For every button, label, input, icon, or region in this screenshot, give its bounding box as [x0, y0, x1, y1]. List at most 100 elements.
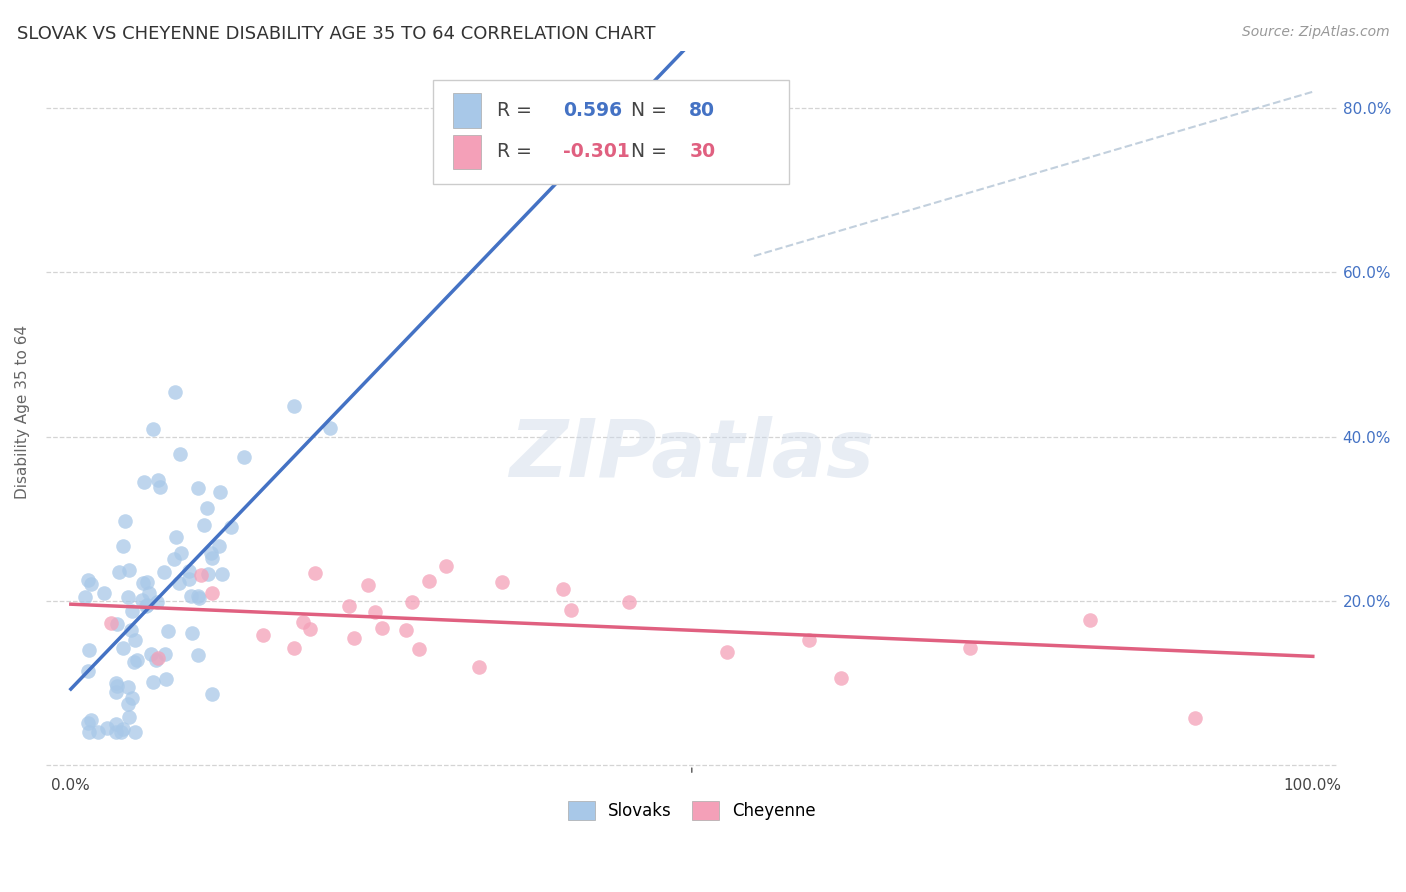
Point	[131, 576, 153, 591]
Point	[193, 517, 215, 532]
Y-axis label: Disability Age 35 to 64: Disability Age 35 to 64	[15, 325, 30, 500]
Point	[304, 566, 326, 580]
Point	[120, 623, 142, 637]
Point	[135, 599, 157, 614]
Text: 0.596: 0.596	[562, 101, 621, 120]
Point	[177, 573, 200, 587]
Point	[201, 585, 224, 599]
Point	[80, 713, 103, 727]
Bar	[453, 94, 481, 128]
Point	[551, 582, 574, 596]
Point	[319, 421, 342, 435]
Point	[830, 671, 852, 685]
Point	[105, 616, 128, 631]
Point	[73, 591, 96, 605]
Bar	[453, 135, 481, 169]
Point	[799, 633, 821, 648]
Point	[283, 641, 305, 656]
Point	[105, 717, 128, 731]
Point	[292, 615, 315, 629]
Point	[149, 480, 172, 494]
Point	[187, 482, 209, 496]
Point	[112, 539, 135, 553]
Point	[252, 628, 274, 642]
Point	[136, 574, 159, 589]
Point	[343, 631, 366, 645]
Point	[170, 546, 193, 560]
Point	[153, 565, 176, 579]
Point	[156, 624, 179, 639]
Point	[617, 595, 640, 609]
Point	[117, 680, 139, 694]
Text: Source: ZipAtlas.com: Source: ZipAtlas.com	[1241, 25, 1389, 39]
Point	[560, 603, 582, 617]
Point	[145, 595, 167, 609]
Point	[118, 563, 141, 577]
Point	[117, 591, 139, 605]
Point	[110, 724, 132, 739]
Point	[146, 651, 169, 665]
Point	[491, 575, 513, 590]
Point	[467, 659, 489, 673]
Point	[114, 515, 136, 529]
Point	[208, 539, 231, 553]
Point	[76, 573, 98, 587]
Point	[163, 384, 186, 399]
Point	[299, 623, 322, 637]
Point	[337, 599, 360, 614]
Point	[77, 725, 100, 739]
Point	[187, 648, 209, 663]
Point	[364, 605, 387, 619]
Point	[105, 679, 128, 693]
Point	[200, 546, 222, 560]
Point	[139, 648, 162, 662]
Point	[177, 564, 200, 578]
Point	[80, 576, 103, 591]
Point	[142, 422, 165, 436]
Point	[356, 578, 378, 592]
Point	[96, 721, 118, 735]
Text: SLOVAK VS CHEYENNE DISABILITY AGE 35 TO 64 CORRELATION CHART: SLOVAK VS CHEYENNE DISABILITY AGE 35 TO …	[17, 25, 655, 43]
Point	[187, 589, 209, 603]
Text: 80: 80	[689, 101, 716, 120]
Point	[211, 566, 233, 581]
Point	[181, 626, 204, 640]
Point	[395, 623, 418, 637]
FancyBboxPatch shape	[433, 79, 789, 185]
Point	[959, 640, 981, 655]
Point	[408, 642, 430, 657]
Point	[209, 485, 232, 500]
Point	[124, 725, 146, 739]
Point	[121, 691, 143, 706]
Text: N =: N =	[631, 101, 673, 120]
Point	[131, 593, 153, 607]
Text: R =: R =	[496, 143, 537, 161]
Point	[169, 446, 191, 460]
Point	[1078, 613, 1101, 627]
Point	[124, 632, 146, 647]
Text: R =: R =	[496, 101, 537, 120]
Point	[155, 672, 177, 686]
Point	[138, 586, 160, 600]
Point	[100, 616, 122, 631]
Point	[233, 450, 256, 465]
Legend: Slovaks, Cheyenne: Slovaks, Cheyenne	[561, 794, 823, 827]
Point	[111, 641, 134, 656]
Point	[200, 686, 222, 700]
Point	[77, 715, 100, 730]
Point	[134, 475, 156, 489]
Text: ZIPatlas: ZIPatlas	[509, 417, 875, 494]
Point	[190, 567, 212, 582]
Point	[167, 575, 190, 590]
Point	[108, 566, 131, 580]
Point	[165, 530, 187, 544]
Text: N =: N =	[631, 143, 673, 161]
Point	[93, 586, 115, 600]
Text: -0.301: -0.301	[562, 143, 630, 161]
Point	[418, 574, 440, 589]
Point	[401, 595, 423, 609]
Point	[145, 653, 167, 667]
Point	[716, 645, 738, 659]
Point	[434, 559, 457, 574]
Point	[142, 675, 165, 690]
